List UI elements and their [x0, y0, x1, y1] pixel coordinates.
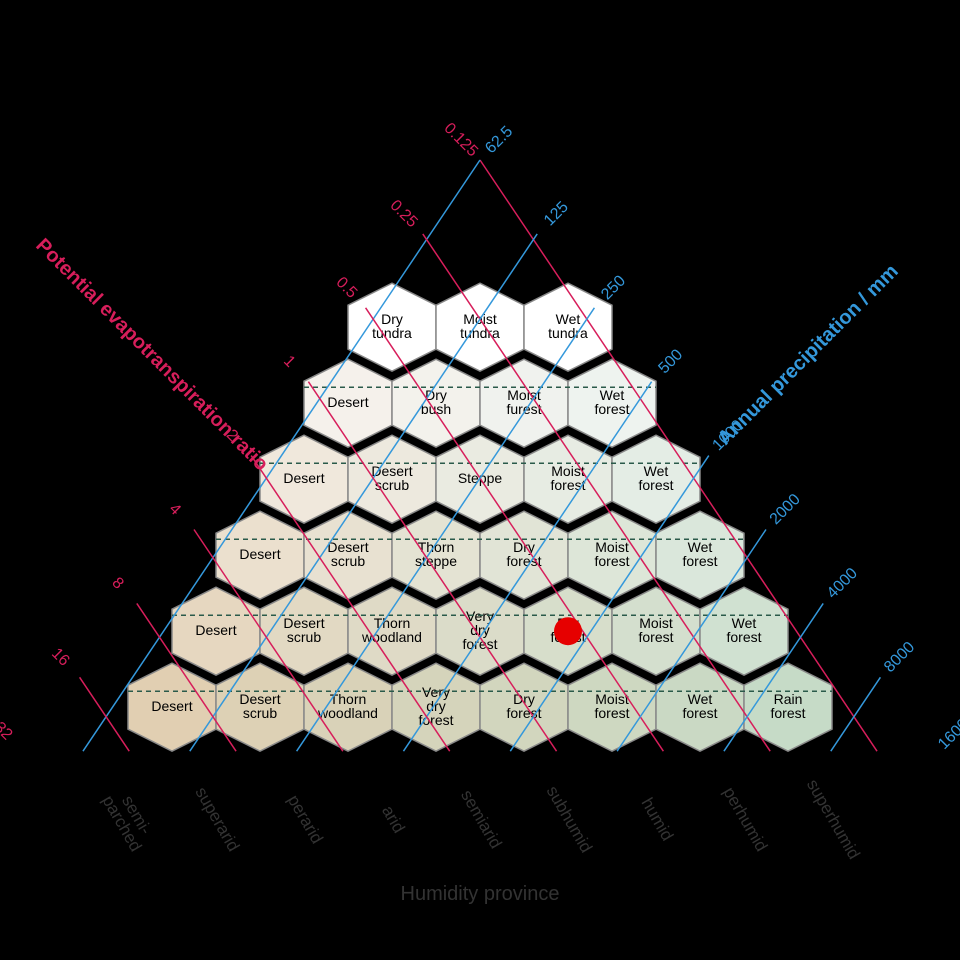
- hex-label: Moistforest: [594, 539, 629, 569]
- hex-label: Desertscrub: [283, 615, 324, 645]
- hex-label: Moistforest: [638, 615, 673, 645]
- location-marker: [554, 617, 582, 645]
- hex-label: Desertscrub: [239, 691, 280, 721]
- hex-label: Desert: [327, 394, 368, 410]
- hex-label: Desertscrub: [371, 463, 412, 493]
- hex-label: Desert: [151, 698, 192, 714]
- holdridge-life-zone-diagram: DrytundraMoisttundraWettundraDesertDrybu…: [0, 0, 960, 960]
- hex-label: Moistforest: [594, 691, 629, 721]
- hex-label: Desert: [239, 546, 280, 562]
- hex-label: Rainforest: [770, 691, 805, 721]
- hex-label: Desert: [195, 622, 236, 638]
- hex-label: Desert: [283, 470, 324, 486]
- hex-label: Desertscrub: [327, 539, 368, 569]
- hex-label: Moisttundra: [460, 311, 500, 341]
- humidity-axis-title: Humidity province: [401, 883, 560, 905]
